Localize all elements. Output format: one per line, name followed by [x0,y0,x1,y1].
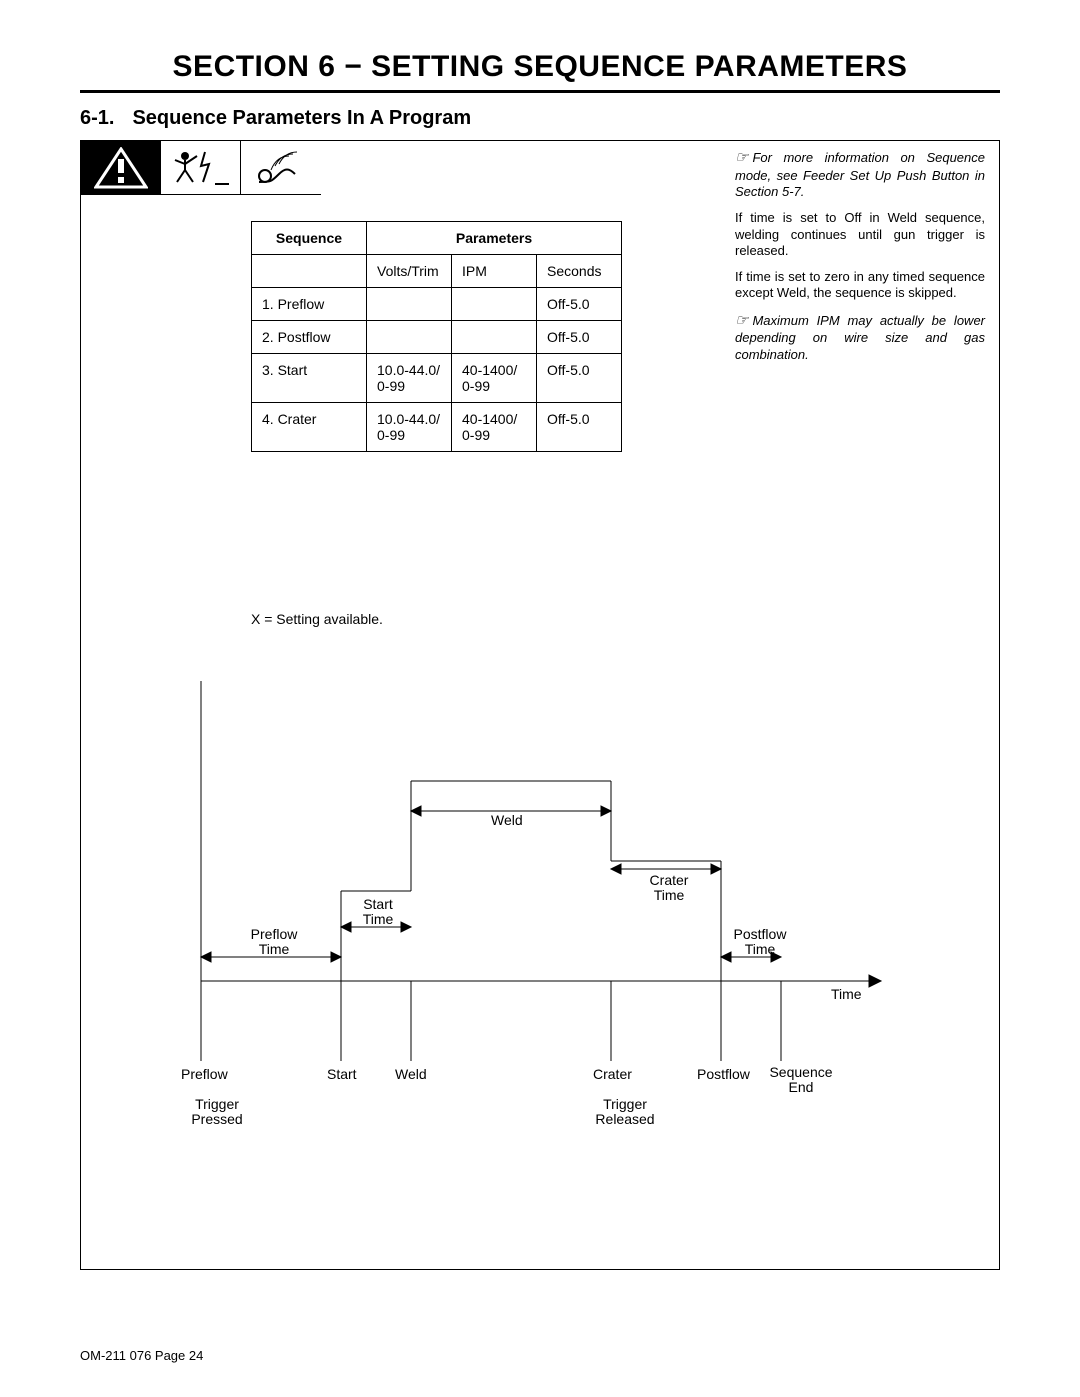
section-title: SECTION 6 − SETTING SEQUENCE PARAMETERS [80,50,1000,84]
th-seconds: Seconds [537,255,622,288]
cell: 40-1400/ 0-99 [452,354,537,403]
label-start-time: Start Time [353,897,403,928]
cell [367,321,452,354]
sequence-table: Sequence Parameters Volts/Trim IPM Secon… [251,221,622,452]
table-row: 1. Preflow Off-5.0 [252,288,622,321]
page-footer: OM-211 076 Page 24 [80,1348,203,1363]
th-ipm: IPM [452,255,537,288]
label-preflow: Preflow [181,1067,228,1082]
table-row: 3. Start 10.0-44.0/ 0-99 40-1400/ 0-99 O… [252,354,622,403]
subsection-title: Sequence Parameters In A Program [132,107,471,130]
subsection-number: 6-1. [80,107,114,130]
label-trigger-pressed: Trigger Pressed [177,1097,257,1128]
welding-fumes-icon [241,141,321,195]
note-3: If time is set to zero in any timed sequ… [735,269,985,302]
cell [452,321,537,354]
cell: 4. Crater [252,403,367,452]
cell [452,288,537,321]
cell: 2. Postflow [252,321,367,354]
label-time-axis: Time [831,987,862,1002]
warning-icon-row [81,141,321,195]
cell: Off-5.0 [537,321,622,354]
label-weld-stage: Weld [395,1067,427,1082]
cell: 40-1400/ 0-99 [452,403,537,452]
label-sequence-end: Sequence End [761,1065,841,1096]
electric-shock-icon [161,141,241,195]
notes-column: ☞For more information on Sequence mode, … [735,149,985,373]
label-trigger-released: Trigger Released [585,1097,665,1128]
pointer-icon: ☞ [735,149,748,166]
label-postflow: Postflow [697,1067,750,1082]
label-start: Start [327,1067,357,1082]
table-row: 4. Crater 10.0-44.0/ 0-99 40-1400/ 0-99 … [252,403,622,452]
pointer-icon: ☞ [735,312,748,329]
cell [367,288,452,321]
label-preflow-time: Preflow Time [239,927,309,958]
th-sequence: Sequence [252,222,367,255]
cell: Off-5.0 [537,354,622,403]
cell: 1. Preflow [252,288,367,321]
note-1: For more information on Sequence mode, s… [735,150,985,199]
label-weld: Weld [491,813,523,828]
cell: 10.0-44.0/ 0-99 [367,403,452,452]
title-rule [80,90,1000,93]
warning-icon [81,141,161,195]
note-4: Maximum IPM may actually be lower depend… [735,313,985,362]
label-crater: Crater [593,1067,632,1082]
cell: Off-5.0 [537,403,622,452]
th-parameters: Parameters [367,222,622,255]
note-2: If time is set to Off in Weld sequence, … [735,210,985,259]
th-volts: Volts/Trim [367,255,452,288]
timing-diagram: Weld Crater Time Start Time Preflow Time… [141,661,921,1221]
label-crater-time: Crater Time [639,873,699,904]
cell: 10.0-44.0/ 0-99 [367,354,452,403]
table-row: 2. Postflow Off-5.0 [252,321,622,354]
cell: Off-5.0 [537,288,622,321]
label-postflow-time: Postflow Time [725,927,795,958]
note-x-setting: X = Setting available. [251,611,383,627]
content-frame: Sequence Parameters Volts/Trim IPM Secon… [80,140,1000,1270]
cell: 3. Start [252,354,367,403]
